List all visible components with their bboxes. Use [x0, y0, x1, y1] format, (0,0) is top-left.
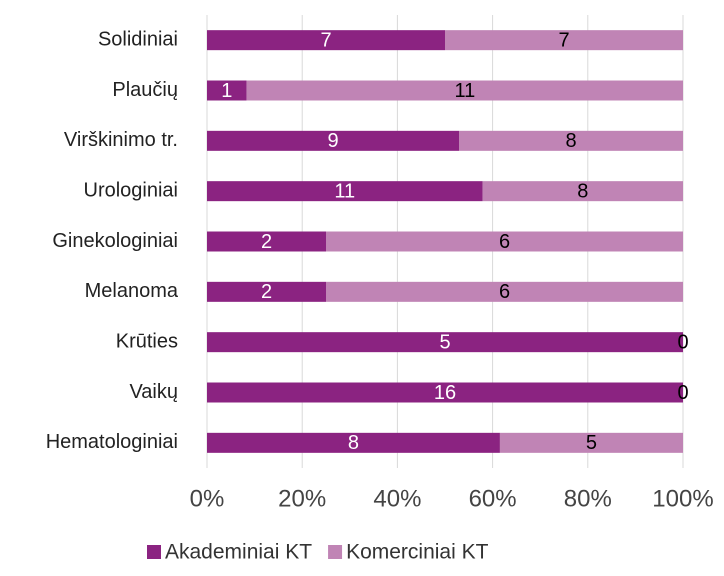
- bar-segment: [445, 30, 683, 51]
- bar-segment: [326, 281, 683, 302]
- data-label: 8: [577, 180, 588, 202]
- y-tick-label: Urologiniai: [84, 179, 179, 201]
- x-tick-label: 80%: [564, 485, 612, 512]
- data-label: 16: [434, 382, 456, 404]
- bar-segment: [499, 432, 683, 453]
- y-tick-label: Melanoma: [85, 280, 179, 302]
- legend-label: Akademiniai KT: [165, 541, 312, 564]
- bar-segment: [207, 432, 500, 453]
- data-label: 8: [565, 130, 576, 152]
- bar-segment: [207, 130, 459, 151]
- y-tick-label: Ginekologiniai: [52, 230, 178, 252]
- bar-segment: [459, 130, 683, 151]
- bar-segment: [207, 382, 683, 403]
- data-label: 11: [334, 180, 355, 202]
- bar-segment: [482, 181, 683, 202]
- bar-segment: [207, 181, 483, 202]
- data-label: 5: [439, 331, 450, 353]
- data-label: 11: [454, 80, 475, 102]
- x-tick-label: 40%: [373, 485, 421, 512]
- data-label: 0: [677, 382, 688, 404]
- y-tick-label: Plaučių: [112, 79, 178, 101]
- x-tick-label: 20%: [278, 485, 326, 512]
- bar-segment: [326, 231, 683, 252]
- data-label: 5: [586, 432, 597, 454]
- bar-segment: [207, 281, 326, 302]
- data-label: 7: [320, 29, 331, 51]
- data-label: 7: [558, 29, 569, 51]
- legend-swatch: [147, 545, 161, 559]
- x-tick-label: 60%: [469, 485, 517, 512]
- x-tick-label: 0%: [190, 485, 225, 512]
- data-label: 2: [261, 231, 272, 253]
- legend-label: Komerciniai KT: [346, 541, 489, 564]
- data-label: 2: [261, 281, 272, 303]
- data-label: 0: [677, 331, 688, 353]
- data-label: 9: [327, 130, 338, 152]
- y-tick-label: Vaikų: [129, 381, 178, 403]
- y-tick-label: Virškinimo tr.: [64, 129, 178, 151]
- data-label: 8: [348, 432, 359, 454]
- data-label: 6: [499, 231, 510, 253]
- y-tick-label: Krūties: [116, 330, 178, 352]
- bar-segment: [207, 332, 683, 353]
- data-label: 1: [221, 80, 232, 102]
- x-tick-label: 100%: [652, 485, 713, 512]
- data-label: 6: [499, 281, 510, 303]
- bar-segment: [207, 231, 326, 252]
- y-tick-label: Solidiniai: [98, 28, 178, 50]
- legend-swatch: [328, 545, 343, 559]
- bar-segment: [207, 80, 247, 101]
- bar-segment: [207, 30, 445, 51]
- bar-segment: [246, 80, 683, 101]
- y-tick-label: Hematologiniai: [46, 431, 178, 453]
